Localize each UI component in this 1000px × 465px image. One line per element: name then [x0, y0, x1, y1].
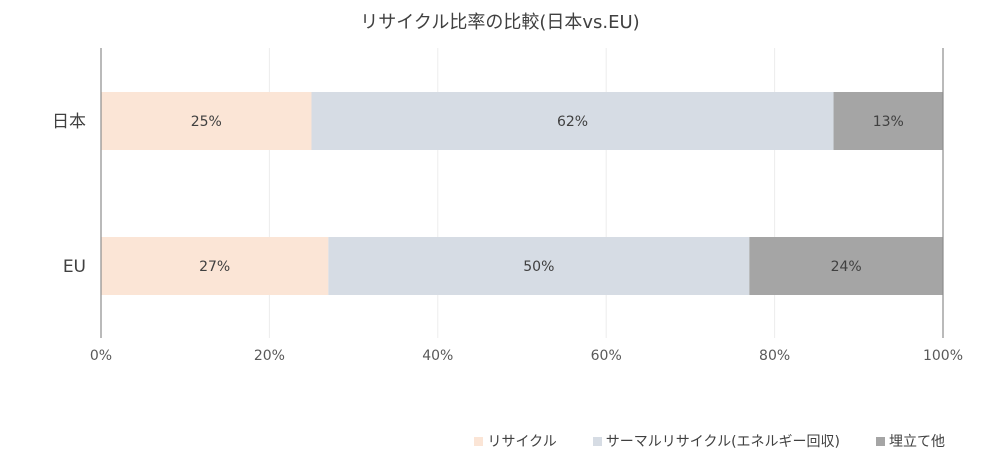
legend-item: 埋立て他 [876, 431, 945, 451]
legend-label: リサイクル [487, 434, 557, 450]
x-tick-label: 40% [422, 348, 453, 364]
category-label: 日本 [52, 112, 86, 132]
legend-item: リサイクル [474, 431, 557, 451]
legend-label: サーマルリサイクル(エネルギー回収) [605, 434, 840, 450]
bar-segment [833, 92, 943, 150]
legend: リサイクル サーマルリサイクル(エネルギー回収) 埋立て他 [474, 431, 945, 451]
axes [100, 48, 944, 338]
bar-segment [101, 237, 329, 295]
x-tick-label: 60% [591, 348, 622, 364]
x-tick-label: 20% [254, 348, 285, 364]
data-label: 13% [873, 114, 904, 130]
legend-swatch [876, 436, 885, 446]
data-label: 27% [199, 259, 230, 275]
data-label: 25% [191, 114, 222, 130]
labels: 0% 20% 40% 60% 80% 100% 25% 62% 13% 日本 27% 50% 24% EU [52, 112, 963, 364]
legend-label: 埋立て他 [889, 434, 945, 450]
x-tick-label: 100% [923, 348, 963, 364]
data-label: 50% [523, 259, 554, 275]
x-tick-label: 80% [759, 348, 790, 364]
bar-segment [328, 237, 750, 295]
category-label: EU [63, 257, 86, 277]
legend-swatch [474, 436, 484, 446]
bar-segment [749, 237, 943, 295]
data-label: 24% [831, 259, 862, 275]
data-label: 62% [557, 114, 588, 130]
bars [101, 92, 943, 295]
legend-item: サーマルリサイクル(エネルギー回収) [592, 431, 840, 451]
x-tick-label: 0% [90, 348, 112, 364]
chart-title: リサイクル比率の比較(日本vs.EU) [360, 12, 640, 33]
bar-segment [101, 92, 312, 150]
legend-swatch [592, 436, 602, 446]
bar-segment [311, 92, 834, 150]
